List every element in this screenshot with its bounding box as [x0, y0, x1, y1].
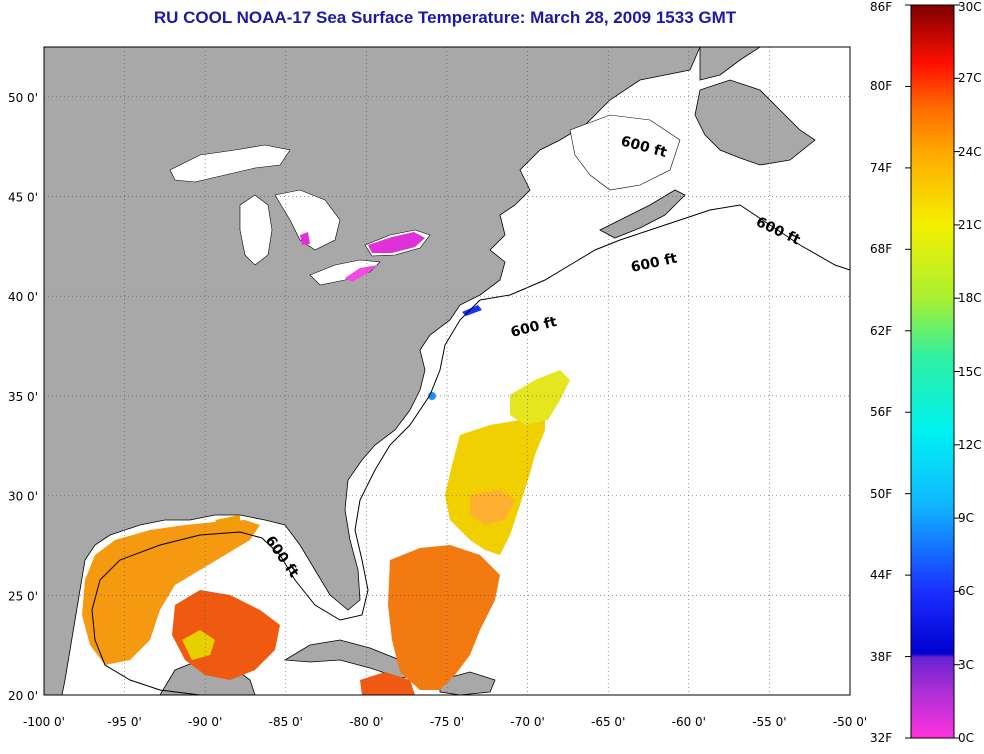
- colorbar-f-label: 68F: [870, 242, 893, 257]
- gulf-sst-orange: [82, 520, 260, 665]
- lake-erie-sst: [345, 265, 378, 282]
- north-america-land: [44, 47, 701, 695]
- colorbar-c-label: 27C: [958, 71, 982, 86]
- colorbar-f-label: 56F: [870, 405, 893, 420]
- lat-tick-label: 50 0': [8, 91, 38, 105]
- gulf-stream-sst: [470, 490, 515, 525]
- lon-tick-label: -85 0': [269, 715, 303, 729]
- colorbar-c-label: 18C: [958, 291, 982, 306]
- colorbar-c-label: 9C: [958, 511, 975, 526]
- lon-tick-label: -50 0': [833, 715, 867, 729]
- map-title: RU COOL NOAA-17 Sea Surface Temperature:…: [153, 8, 737, 27]
- lon-tick-label: -80 0': [349, 715, 383, 729]
- caribbean-sst: [360, 672, 415, 695]
- colorbar-c-label: 24C: [958, 144, 982, 159]
- colorbar-f-label: 80F: [870, 79, 893, 94]
- lon-tick-label: -90 0': [188, 715, 222, 729]
- lake-huron-sst: [300, 232, 310, 245]
- lat-tick-label: 20 0': [8, 689, 38, 703]
- nova-scotia-land: [599, 189, 686, 239]
- contour-600ft: [91, 204, 850, 695]
- lat-tick-label: 35 0': [8, 390, 38, 404]
- colorbar-c-label: 15C: [958, 364, 982, 379]
- colorbar-c-label: 3C: [958, 657, 975, 672]
- lake-ontario-sst: [368, 232, 425, 253]
- atlantic-sst-north: [510, 370, 570, 425]
- lat-tick-label: 30 0': [8, 490, 38, 504]
- labrador-land: [699, 47, 761, 81]
- colorbar-c-label: 6C: [958, 584, 975, 599]
- colorbar-c-label: 0C: [958, 731, 975, 745]
- temperature-colorbar: [910, 4, 955, 739]
- longitude-ticks: -100 0' -95 0' -90 0' -85 0' -80 0' -75 0' -70…: [23, 715, 867, 729]
- lake-superior: [169, 144, 291, 183]
- colorbar-c-label: 30C: [958, 0, 982, 14]
- lake-huron: [274, 189, 341, 251]
- lon-tick-label: -65 0': [591, 715, 625, 729]
- colorbar-ticks: [905, 4, 960, 739]
- colorbar-f-label: 44F: [870, 568, 893, 583]
- colorbar-f-label: 86F: [870, 0, 893, 14]
- colorbar-f-label: 50F: [870, 486, 893, 501]
- lon-tick-label: -95 0': [107, 715, 141, 729]
- gulf-st-lawrence: [569, 114, 681, 191]
- map-frame: [43, 46, 851, 696]
- lon-tick-label: -70 0': [510, 715, 544, 729]
- lat-tick-label: 45 0': [8, 191, 38, 205]
- colorbar-c-label: 12C: [958, 437, 982, 452]
- latitude-ticks: 20 0' 25 0' 30 0' 35 0' 40 0' 45 0' 50 0': [8, 91, 38, 703]
- map-grid: [44, 47, 850, 695]
- lon-tick-label: -100 0': [23, 715, 65, 729]
- colorbar-f-label: 74F: [870, 160, 893, 175]
- colorbar-f-label: 62F: [870, 323, 893, 338]
- bahamas-sst: [388, 545, 500, 690]
- gulf-sst-edge: [215, 515, 240, 528]
- newfoundland-land: [694, 79, 816, 166]
- colorbar-f-label: 38F: [870, 649, 893, 664]
- hispaniola-land: [439, 671, 496, 695]
- lon-tick-label: -75 0': [430, 715, 464, 729]
- atlantic-sst-yellow: [445, 415, 545, 555]
- gulf-sst-yellow: [182, 630, 215, 660]
- colorbar-f-label: 32F: [870, 731, 893, 745]
- lon-tick-label: -60 0': [672, 715, 706, 729]
- lat-tick-label: 40 0': [8, 290, 38, 304]
- lake-michigan: [239, 194, 273, 266]
- lat-tick-label: 25 0': [8, 589, 38, 603]
- lon-tick-label: -55 0': [752, 715, 786, 729]
- colorbar-c-label: 21C: [958, 217, 982, 232]
